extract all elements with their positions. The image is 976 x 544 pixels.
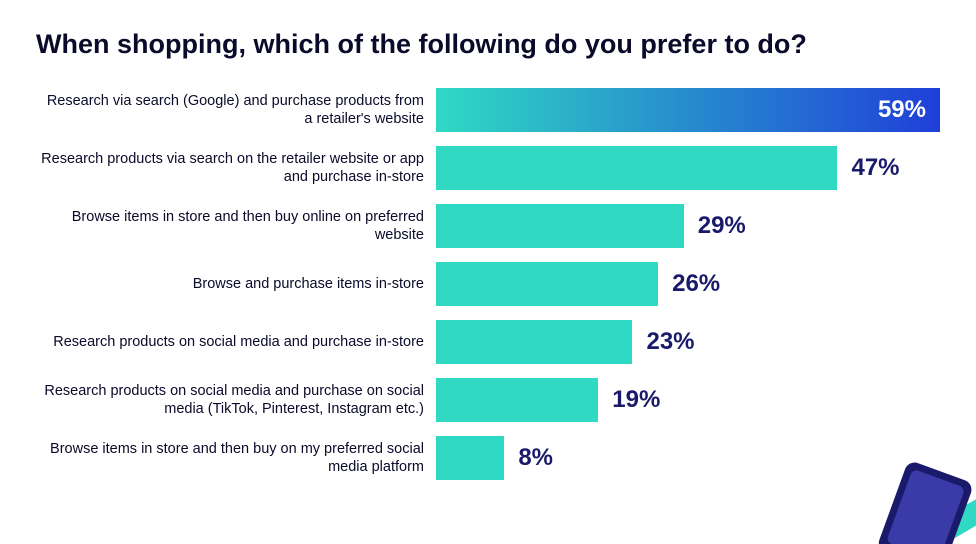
row-label: Research products via search on the reta… xyxy=(36,150,436,188)
bar-track: 47% xyxy=(436,146,940,190)
bar-value: 19% xyxy=(612,386,660,414)
chart-title: When shopping, which of the following do… xyxy=(36,28,940,60)
bar xyxy=(436,436,504,480)
bar xyxy=(436,378,598,422)
bar-track: 23% xyxy=(436,320,940,364)
bar: 59% xyxy=(436,88,940,132)
shopping-preference-chart: When shopping, which of the following do… xyxy=(0,0,976,480)
row-label: Browse items in store and then buy on my… xyxy=(36,440,436,478)
bar-track: 26% xyxy=(436,262,940,306)
bar-track: 59% xyxy=(436,88,940,132)
chart-row: Browse items in store and then buy onlin… xyxy=(36,204,940,248)
chart-row: Research products on social media and pu… xyxy=(36,320,940,364)
bar-track: 19% xyxy=(436,378,940,422)
bar-value: 47% xyxy=(851,154,899,182)
bar-value: 26% xyxy=(672,270,720,298)
bar-track: 29% xyxy=(436,204,940,248)
chart-row: Browse items in store and then buy on my… xyxy=(36,436,940,480)
row-label: Research via search (Google) and purchas… xyxy=(36,92,436,130)
bar xyxy=(436,204,684,248)
row-label: Research products on social media and pu… xyxy=(36,382,436,420)
chart-row: Research products via search on the reta… xyxy=(36,146,940,190)
chart-row: Browse and purchase items in-store 26% xyxy=(36,262,940,306)
chart-row: Research products on social media and pu… xyxy=(36,378,940,422)
row-label: Research products on social media and pu… xyxy=(36,333,436,352)
bar xyxy=(436,320,632,364)
row-label: Browse items in store and then buy onlin… xyxy=(36,208,436,246)
bar-value: 59% xyxy=(878,96,926,124)
bar-value: 29% xyxy=(698,212,746,240)
row-label: Browse and purchase items in-store xyxy=(36,275,436,294)
bar xyxy=(436,146,837,190)
bar xyxy=(436,262,658,306)
bar-value: 23% xyxy=(646,328,694,356)
chart-row: Research via search (Google) and purchas… xyxy=(36,88,940,132)
bar-track: 8% xyxy=(436,436,940,480)
bar-value: 8% xyxy=(518,444,553,472)
chart-rows: Research via search (Google) and purchas… xyxy=(36,88,940,480)
